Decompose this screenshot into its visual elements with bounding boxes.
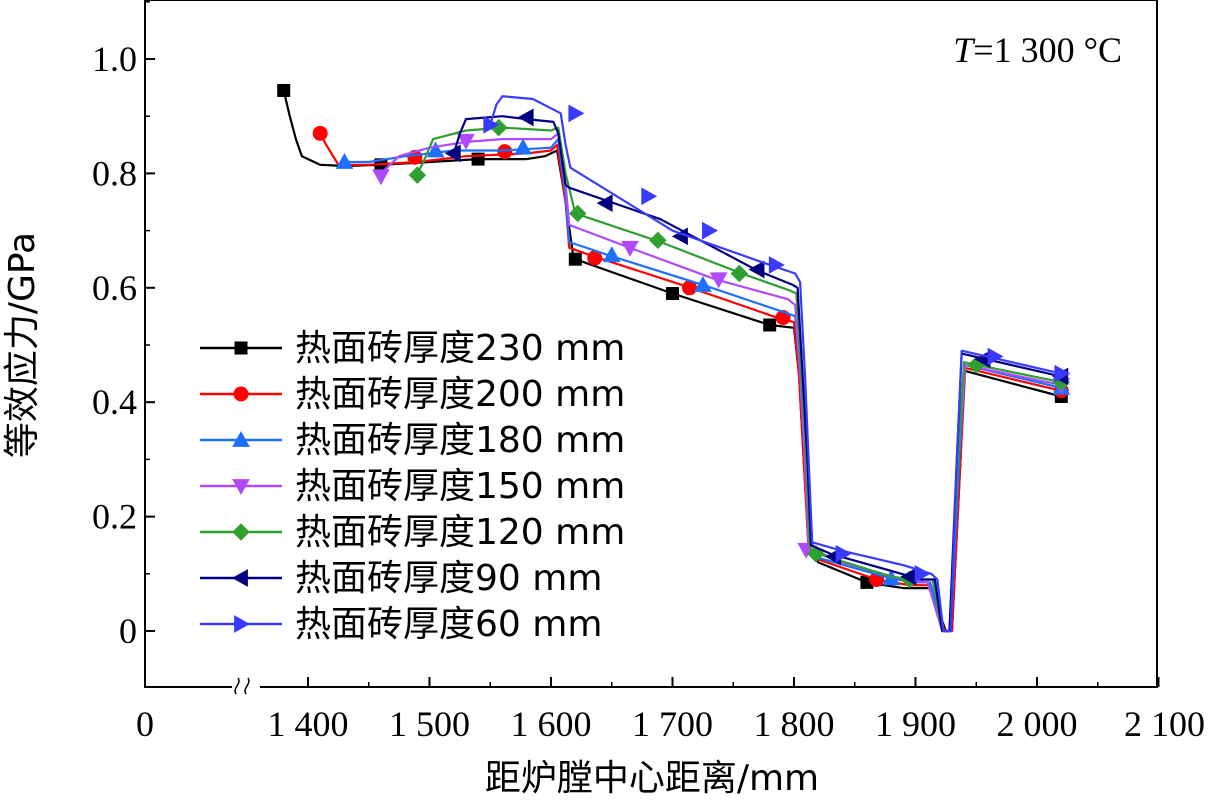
series-marker — [621, 240, 639, 257]
x-axis-title: 距炉膛中心距离/mm — [485, 758, 819, 799]
x-tick-label: 1 900 — [875, 704, 956, 744]
series-marker — [709, 272, 728, 289]
series-marker — [517, 108, 534, 127]
series-marker — [694, 275, 712, 292]
y-tick-label: 0.4 — [92, 382, 137, 422]
legend-item: 热面砖厚度200 mm — [200, 374, 625, 415]
series-marker — [444, 144, 461, 163]
legend-label: 热面砖厚度180 mm — [295, 420, 625, 461]
series-marker — [641, 187, 658, 206]
series-marker — [702, 221, 718, 240]
series-marker — [457, 133, 475, 150]
x-tick-label: 1 500 — [389, 704, 470, 744]
series-6 — [483, 95, 1071, 633]
series-marker — [234, 341, 248, 355]
series-marker — [232, 430, 250, 447]
legend-label: 热面砖厚度60 mm — [295, 604, 602, 645]
series-marker — [372, 169, 390, 186]
y-tick-label: 0.2 — [92, 497, 137, 537]
legend: 热面砖厚度230 mm 热面砖厚度200 mm 热面砖厚度180 mm 热面砖厚度15… — [200, 328, 625, 645]
y-tick-label: 0.8 — [92, 153, 137, 193]
series-marker — [234, 615, 251, 633]
x-tick-label: 1 400 — [268, 704, 349, 744]
series-marker — [408, 166, 427, 184]
series-marker — [497, 144, 513, 160]
legend-item: 热面砖厚度230 mm — [200, 328, 625, 369]
series-marker — [748, 260, 765, 279]
series-marker — [312, 125, 328, 141]
series-marker — [768, 256, 785, 274]
y-axis-title: 等效应力/GPa — [2, 232, 43, 458]
series-marker — [514, 138, 532, 155]
legend-item: 热面砖厚度90 mm — [200, 558, 602, 599]
plot-frame — [144, 0, 1158, 688]
series-marker — [483, 115, 500, 134]
legend-label: 热面砖厚度150 mm — [295, 466, 625, 507]
x-tick-label: 2 100 — [1124, 704, 1205, 744]
series-marker — [335, 152, 354, 169]
legend-label: 热面砖厚度90 mm — [295, 558, 602, 599]
series-marker — [232, 523, 250, 541]
annotation-variable: T — [953, 30, 976, 70]
series-marker — [666, 287, 679, 301]
series-marker — [763, 318, 777, 332]
y-tick-label: 0 — [119, 611, 137, 651]
series-marker — [568, 252, 582, 266]
x-tick-label: 1 600 — [511, 704, 592, 744]
series-marker — [596, 194, 613, 212]
y-tick-label: 0.6 — [92, 268, 137, 308]
legend-item: 热面砖厚度150 mm — [200, 466, 625, 507]
annotation-value: =1 300 °C — [973, 30, 1122, 70]
legend-item: 热面砖厚度180 mm — [200, 420, 625, 461]
x-tick-label-zero: 0 — [136, 704, 154, 744]
series-marker — [602, 246, 621, 263]
series-marker — [426, 141, 445, 158]
series-marker — [569, 204, 587, 223]
legend-label: 热面砖厚度200 mm — [295, 374, 625, 415]
legend-label: 热面砖厚度230 mm — [295, 328, 625, 369]
series-marker — [1054, 364, 1071, 383]
series-marker — [835, 544, 852, 563]
series-marker — [231, 569, 248, 587]
series-marker — [649, 231, 667, 250]
annotation: T=1 300 °C — [953, 30, 1122, 70]
axis-break-mark — [232, 677, 260, 695]
x-tick-label: 1 700 — [632, 704, 713, 744]
x-tick-label: 1 800 — [754, 704, 835, 744]
series-marker — [987, 347, 1004, 366]
series-marker — [233, 386, 249, 402]
series-line — [489, 95, 1062, 633]
legend-item: 热面砖厚度120 mm — [200, 512, 625, 553]
series-marker — [914, 564, 931, 583]
series-marker — [568, 104, 585, 123]
legend-label: 热面砖厚度120 mm — [295, 512, 625, 553]
y-tick-label: 1.0 — [92, 39, 137, 79]
series-marker — [232, 479, 250, 496]
series-marker — [730, 264, 749, 283]
legend-item: 热面砖厚度60 mm — [200, 604, 602, 645]
series-marker — [277, 83, 291, 97]
x-tick-label: 2 000 — [997, 704, 1078, 744]
